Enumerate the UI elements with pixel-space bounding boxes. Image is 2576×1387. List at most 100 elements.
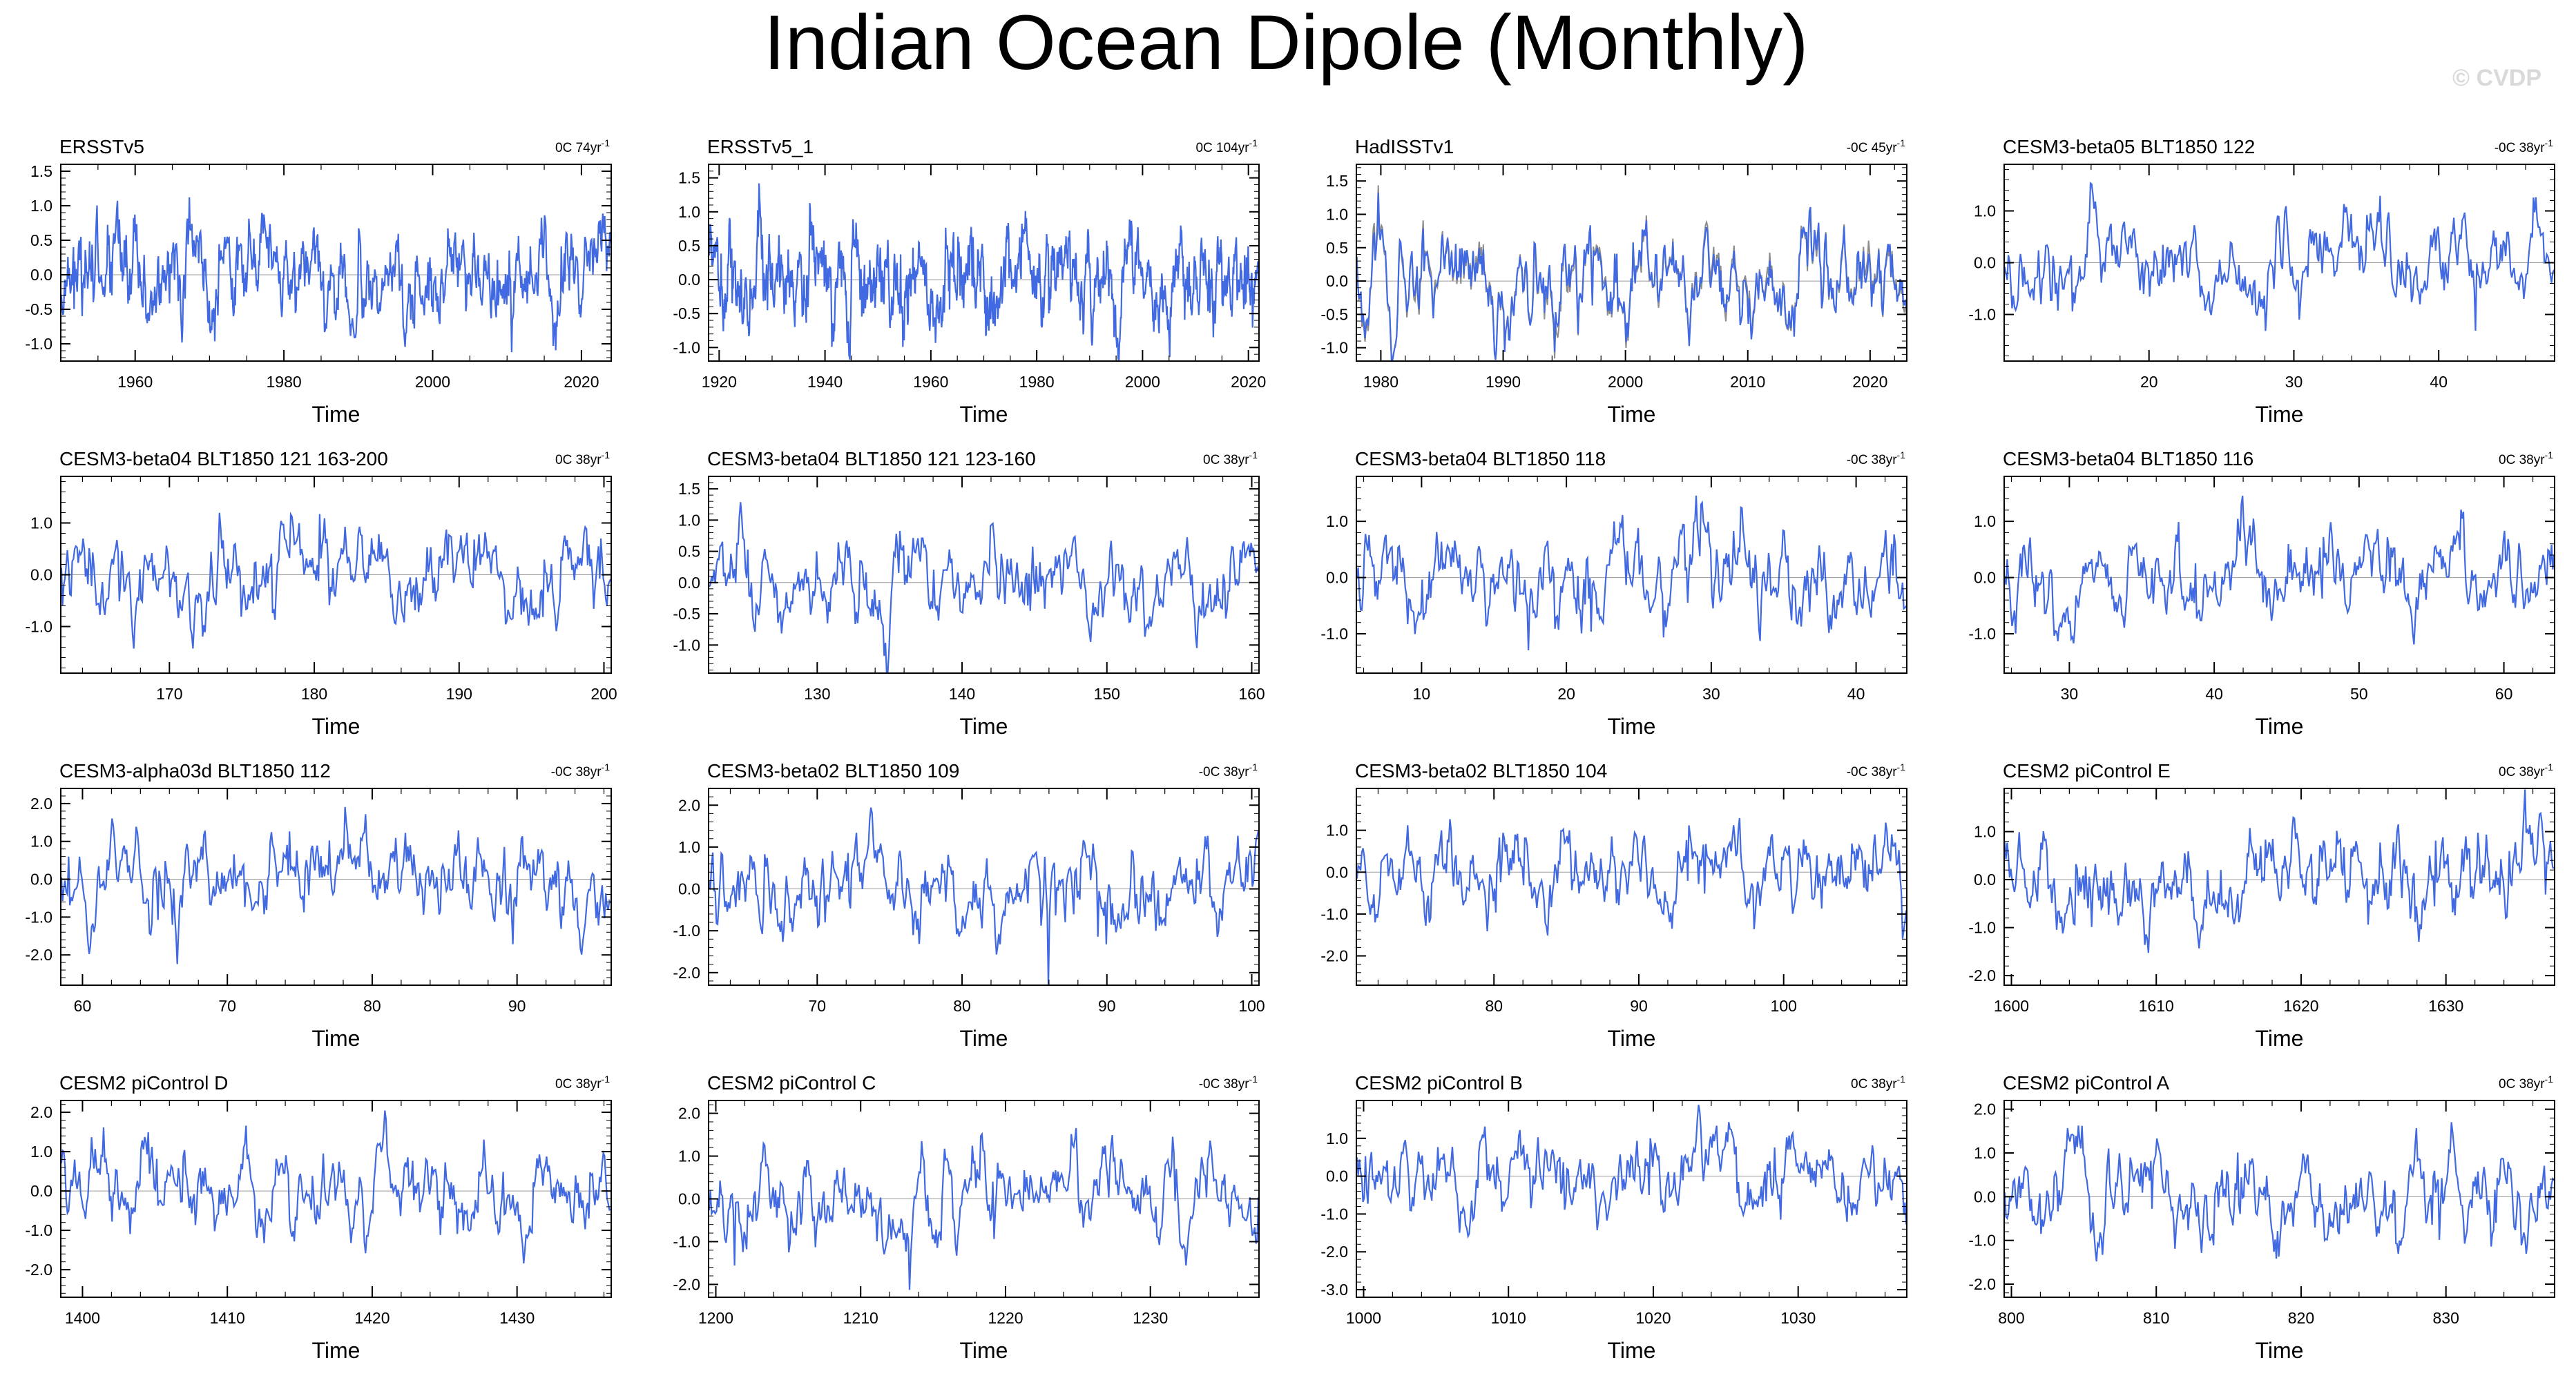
- panel-title: CESM2 piControl D: [59, 1072, 228, 1094]
- plot-frame: [2003, 1100, 2555, 1298]
- y-tick-label: 1.0: [1974, 823, 1996, 841]
- cvdp-watermark: © CVDP: [2452, 65, 2541, 91]
- trend-exponent: -1: [1249, 762, 1258, 773]
- x-tick-label: 10: [1413, 685, 1431, 703]
- x-tick-label: 20: [2140, 373, 2158, 391]
- y-tick-label: 1.0: [1326, 822, 1348, 840]
- y-tick-label: -1.0: [25, 1221, 52, 1239]
- y-tick-label: -0.5: [673, 605, 700, 623]
- x-tick-label: 170: [156, 685, 182, 703]
- idp-series-line: [60, 806, 612, 964]
- x-axis-label: Time: [960, 1026, 1008, 1051]
- y-tick-label: 0.0: [678, 1190, 700, 1208]
- y-tick-label: 1.0: [678, 1147, 700, 1165]
- y-tick-label: 0.0: [1974, 569, 1996, 587]
- x-tick-label: 160: [1238, 685, 1265, 703]
- x-axis-label: Time: [312, 1026, 361, 1051]
- trend-exponent: -1: [1249, 137, 1258, 148]
- panel-14: CESM2 piControl C -0C 38yr-1 1200 1210 1220 1…: [673, 1072, 1260, 1363]
- trend-exponent: -1: [602, 137, 611, 148]
- idp-series-line: [708, 807, 1260, 985]
- y-tick-label: -2.0: [25, 946, 52, 964]
- trend-exponent: -1: [2545, 449, 2554, 460]
- panel-title: CESM3-beta04 BLT1850 118: [1355, 448, 1606, 469]
- x-tick-label: 1990: [1486, 373, 1521, 391]
- y-tick-label: -2.0: [1968, 1275, 1996, 1293]
- panel-title: CESM3-beta02 BLT1850 104: [1355, 760, 1607, 782]
- x-axis-label: Time: [960, 1338, 1008, 1363]
- panel-title: CESM2 piControl C: [707, 1072, 876, 1094]
- x-tick-label: 1000: [1346, 1309, 1381, 1327]
- y-tick-label: -1.0: [1968, 306, 1996, 324]
- trend-text: -0C 38yr: [1847, 453, 1898, 467]
- panel-5: CESM3-beta04 BLT1850 121 163-200 0C 38yr-…: [25, 448, 617, 739]
- x-tick-label: 2020: [1852, 373, 1887, 391]
- x-tick-label: 1980: [1363, 373, 1398, 391]
- y-tick-label: -1.0: [673, 636, 700, 654]
- trend-text: -0C 38yr: [1847, 765, 1898, 779]
- trend-exponent: -1: [1897, 449, 1906, 460]
- y-tick-label: 0.0: [1974, 254, 1996, 272]
- y-tick-label: 1.0: [678, 203, 700, 221]
- panel-title: CESM3-beta04 BLT1850 121 163-200: [59, 448, 388, 469]
- y-tick-label: -0.5: [673, 304, 700, 322]
- x-axis-label: Time: [2256, 1026, 2304, 1051]
- x-tick-label: 90: [508, 997, 526, 1015]
- x-tick-label: 1620: [2283, 997, 2318, 1015]
- trend-label: 0C 38yr-1: [2499, 1074, 2553, 1092]
- x-axis-label: Time: [1608, 402, 1656, 427]
- trend-exponent: -1: [1897, 1074, 1906, 1085]
- trend-label: 0C 38yr-1: [1203, 449, 1258, 467]
- panel-title: CESM3-beta02 BLT1850 109: [707, 760, 959, 782]
- y-tick-label: -2.0: [673, 964, 700, 982]
- idp-series-line: [1356, 193, 1907, 361]
- y-tick-label: 0.0: [678, 880, 700, 898]
- x-tick-label: 200: [590, 685, 617, 703]
- x-tick-label: 2020: [1231, 373, 1266, 391]
- y-tick-label: -0.5: [25, 300, 52, 318]
- plot-frame: [60, 164, 612, 362]
- idp-series-line: [1356, 1105, 1907, 1239]
- x-tick-label: 1030: [1780, 1309, 1816, 1327]
- idp-series-line: [708, 1127, 1260, 1290]
- x-tick-label: 130: [804, 685, 830, 703]
- panel-16: CESM2 piControl A 0C 38yr-1 800 810 820 830 2.…: [1968, 1072, 2555, 1363]
- x-tick-label: 1400: [65, 1309, 100, 1327]
- plot-frame: [708, 476, 1260, 674]
- plot-frame: [1356, 476, 1907, 674]
- x-tick-label: 2000: [1608, 373, 1643, 391]
- panel-3: HadISSTv1 -0C 45yr-1 1980 1990 2000 2010 2020 1…: [1320, 136, 1907, 427]
- y-tick-label: -1.0: [673, 1232, 700, 1250]
- y-tick-label: -1.0: [25, 908, 52, 926]
- trend-text: 0C 104yr: [1195, 141, 1249, 155]
- trend-label: 0C 38yr-1: [2499, 762, 2553, 779]
- trend-text: -0C 38yr: [1199, 1077, 1250, 1092]
- x-tick-label: 40: [1847, 685, 1865, 703]
- y-tick-label: 1.0: [1326, 512, 1348, 530]
- trend-text: 0C 38yr: [1851, 1077, 1897, 1092]
- trend-label: -0C 38yr-1: [1199, 1074, 1258, 1092]
- y-tick-label: 0.0: [30, 566, 52, 584]
- x-tick-label: 2020: [564, 373, 599, 391]
- x-tick-label: 2010: [1730, 373, 1765, 391]
- trend-label: 0C 38yr-1: [555, 1074, 610, 1092]
- x-axis-label: Time: [960, 402, 1008, 427]
- panel-title: CESM2 piControl B: [1355, 1072, 1523, 1094]
- trend-label: 0C 104yr-1: [1195, 137, 1258, 155]
- x-tick-label: 40: [2430, 373, 2448, 391]
- x-tick-label: 1210: [843, 1309, 878, 1327]
- y-tick-label: -1.0: [1968, 625, 1996, 643]
- trend-label: 0C 38yr-1: [555, 449, 610, 467]
- x-tick-label: 30: [2285, 373, 2303, 391]
- x-tick-label: 1230: [1133, 1309, 1168, 1327]
- x-tick-label: 80: [953, 997, 971, 1015]
- trend-text: 0C 74yr: [555, 141, 602, 155]
- panel-10: CESM3-beta02 BLT1850 109 -0C 38yr-1 70 80 90…: [673, 760, 1265, 1051]
- y-tick-label: -1.0: [1320, 1205, 1348, 1223]
- x-tick-label: 1980: [1019, 373, 1055, 391]
- x-tick-label: 1630: [2428, 997, 2463, 1015]
- y-tick-label: 0.0: [30, 1182, 52, 1200]
- trend-exponent: -1: [602, 762, 611, 773]
